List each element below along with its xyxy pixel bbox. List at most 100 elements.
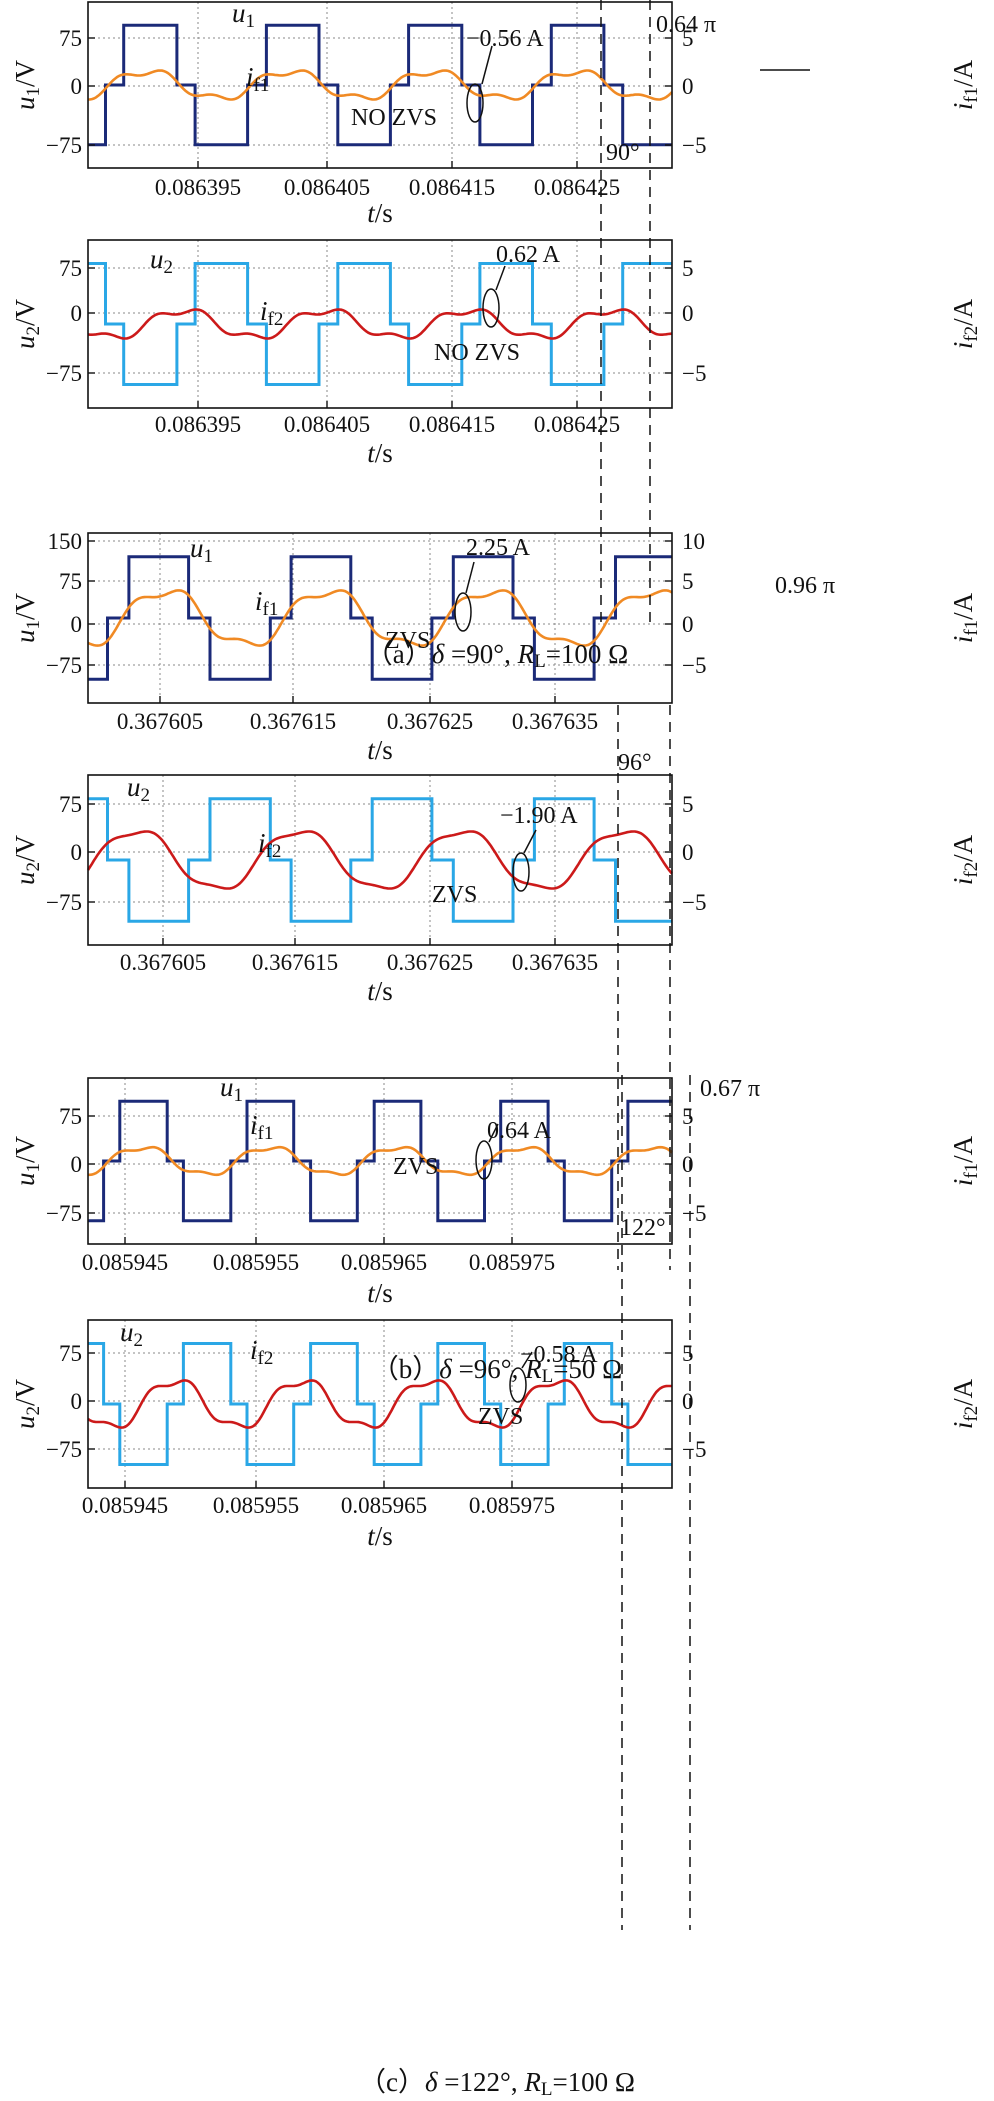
y2-tick-label: −5	[682, 890, 706, 915]
annotation-current-b1: 2.25 A	[466, 535, 531, 561]
y-tick-label: 75	[59, 1341, 82, 1366]
y-axis-label: u1/V	[10, 592, 44, 643]
annotation-current-c1: 0.64 A	[487, 1118, 552, 1144]
y2-tick-label: −5	[682, 133, 706, 158]
y2-axis-label: if2/A	[948, 298, 982, 349]
y-tick-label: 75	[59, 569, 82, 594]
y2-tick-label: 5	[682, 1341, 694, 1366]
y-tick-label: 0	[71, 74, 83, 99]
y2-axis-label: if2/A	[948, 834, 982, 885]
leader-c2	[521, 1351, 533, 1369]
annotation-current-a2: 0.62 A	[496, 242, 561, 268]
series-u1-line	[88, 23, 672, 147]
annotation-zvs-c2: ZVS	[478, 1404, 523, 1430]
annotation-zvs-b1: ZVS	[385, 628, 430, 654]
y-axis-label: u1/V	[10, 59, 44, 110]
x-tick-label: 0.086415	[409, 412, 495, 437]
annotation-phase-b: 0.96 π	[775, 573, 835, 599]
panel-c-top: 75 0 −75 5 0 −5 0.085945 0.085955 0.085965 0.0859…	[10, 1072, 982, 1308]
ellipse-a1	[466, 83, 484, 123]
series-u1-line	[88, 1099, 672, 1223]
annotation-zvs-b2: ZVS	[432, 882, 477, 908]
x-tick-label: 0.086405	[284, 175, 370, 200]
y2-tick-label: 5	[682, 569, 694, 594]
series-if1-line	[87, 589, 673, 647]
annotation-current-c2: −0.58 A	[520, 1342, 598, 1368]
caption-a: （a）δ =90°, RL=100 Ω	[366, 639, 628, 672]
y-tick-label: 75	[59, 256, 82, 281]
y2-tick-label: −5	[682, 1437, 706, 1462]
y-tick-label: 0	[71, 1389, 83, 1414]
x-tick-label: 0.085955	[213, 1493, 299, 1518]
y-tick-label: 150	[48, 529, 83, 554]
y2-tick-label: 0	[682, 1389, 694, 1414]
annotation-current-a1: −0.56 A	[466, 26, 544, 52]
annotation-phase-a: 0.64 π	[656, 12, 716, 38]
annotation-delta-b: 96°	[618, 750, 652, 776]
x-tick-label: 0.085945	[82, 1493, 168, 1518]
y-tick-label: 75	[59, 1104, 82, 1129]
annotation-delta-c: 122°	[620, 1215, 666, 1241]
panel-c-bottom: 75 0 −75 5 0 −5 0.085945 0.085955 0.085965 0.0859…	[10, 1317, 982, 1551]
y2-tick-label: 0	[682, 74, 694, 99]
series-if1-line	[88, 69, 673, 101]
x-tick-label: 0.367605	[120, 950, 206, 975]
series-if2-line	[87, 308, 673, 340]
ellipse-b1	[454, 592, 472, 632]
ellipse-c1	[475, 1140, 493, 1180]
y-axis-label: u2/V	[10, 834, 44, 885]
y-tick-label: 0	[71, 612, 83, 637]
series-u2-line	[88, 1342, 672, 1466]
ellipse-b2	[512, 852, 530, 892]
panel-b-bottom: 75 0 −75 5 0 −5 0.367605 0.367615 0.367625 0.3676…	[10, 772, 982, 1006]
y-tick-label: 0	[71, 1152, 83, 1177]
x-tick-label: 0.086405	[284, 412, 370, 437]
x-tick-label: 0.367635	[512, 950, 598, 975]
panel-b-top: 150 75 0 −75 10 5 0 −5 0.367605 0.367615 0.367625 0…	[10, 529, 982, 765]
y2-axis-label: if1/A	[948, 59, 982, 110]
series-u2-line	[88, 262, 672, 386]
x-axis-label: t/s	[367, 1278, 393, 1308]
annotation-zvs-c1: ZVS	[393, 1154, 438, 1180]
y2-axis-label: if2/A	[948, 1378, 982, 1429]
y2-tick-label: 0	[682, 612, 694, 637]
leader-a1	[481, 45, 493, 85]
y2-tick-label: −5	[682, 1201, 706, 1226]
y-axis-label: u1/V	[10, 1135, 44, 1186]
panel-a-bottom: 75 0 −75 5 0 −5 0.086395 0.086405 0.086415 0.0864…	[10, 239, 982, 468]
plots: 75 0 −75 5 0 −5 0.086395 0.086405 0.086415 0.0864…	[10, 0, 982, 1930]
y2-tick-label: 0	[682, 1152, 694, 1177]
x-tick-label: 0.085945	[82, 1250, 168, 1275]
x-tick-label: 0.367605	[117, 709, 203, 734]
plot-frame	[87, 1, 673, 169]
plot-frame	[87, 1319, 673, 1489]
series-if2-line	[86, 830, 674, 890]
plot-frame	[87, 1077, 673, 1245]
x-tick-label: 0.085965	[341, 1250, 427, 1275]
y2-tick-label: −5	[682, 653, 706, 678]
y2-axis-label: if1/A	[948, 1135, 982, 1186]
y2-axis-label: if1/A	[948, 592, 982, 643]
y2-tick-label: 5	[682, 256, 694, 281]
y2-tick-label: 0	[682, 840, 694, 865]
u-label: u2	[120, 1317, 143, 1351]
u-label: u1	[232, 0, 255, 32]
x-tick-label: 0.367635	[512, 709, 598, 734]
annotation-current-b2: −1.90 A	[500, 803, 578, 829]
y-tick-label: 75	[59, 792, 82, 817]
leader-b1	[465, 561, 475, 594]
x-tick-label: 0.367615	[252, 950, 338, 975]
y-tick-label: −75	[46, 1437, 82, 1462]
x-tick-label: 0.367625	[387, 709, 473, 734]
i-label: if2	[260, 296, 283, 330]
x-tick-label: 0.367625	[387, 950, 473, 975]
caption-c: （c）δ =122°, RL=100 Ω	[359, 2067, 635, 2100]
y-tick-label: 75	[59, 26, 82, 51]
x-tick-label: 0.085955	[213, 1250, 299, 1275]
x-tick-label: 0.085975	[469, 1250, 555, 1275]
u-label: u1	[220, 1072, 243, 1106]
y-tick-label: −75	[46, 1201, 82, 1226]
y-tick-label: −75	[46, 361, 82, 386]
y-tick-label: 0	[71, 301, 83, 326]
